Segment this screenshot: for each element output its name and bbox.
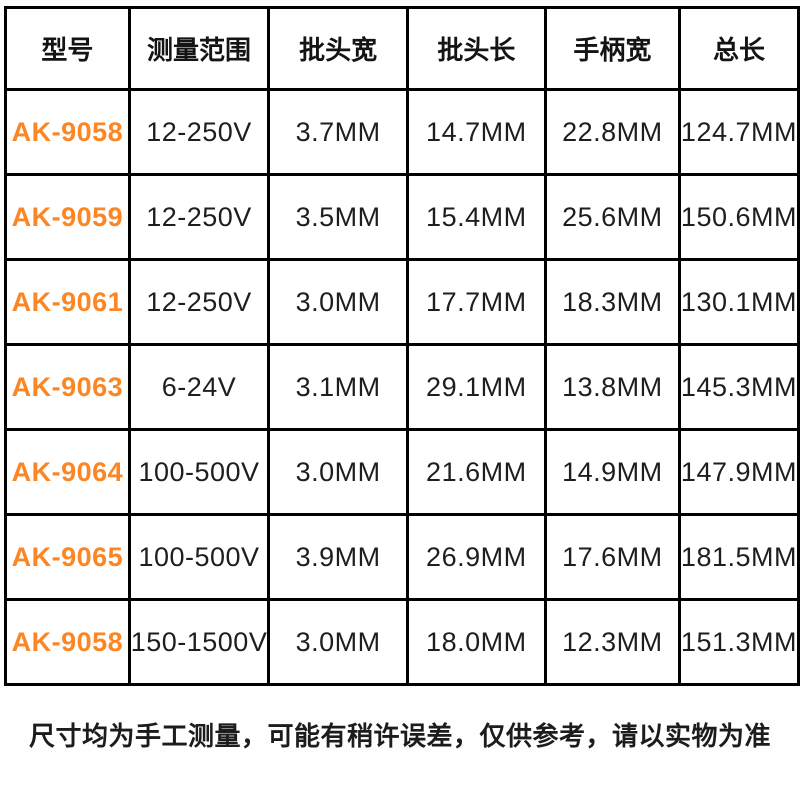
cell-bit-width: 3.9MM	[267, 513, 409, 601]
table-row: AK-9063 6-24V 3.1MM 29.1MM 13.8MM 145.3M…	[4, 343, 800, 431]
cell-total-length: 151.3MM	[677, 598, 800, 686]
cell-bit-width: 3.0MM	[267, 428, 409, 516]
cell-model: AK-9064	[4, 428, 131, 516]
cell-bit-width: 3.0MM	[267, 598, 409, 686]
cell-total-length: 147.9MM	[677, 428, 800, 516]
table-row: AK-9058 150-1500V 3.0MM 18.0MM 12.3MM 15…	[4, 598, 800, 686]
cell-total-length: 130.1MM	[677, 258, 800, 346]
cell-range: 12-250V	[127, 88, 271, 176]
cell-total-length: 145.3MM	[677, 343, 800, 431]
cell-total-length: 150.6MM	[677, 173, 800, 261]
cell-range: 12-250V	[127, 258, 271, 346]
table-row: AK-9065 100-500V 3.9MM 26.9MM 17.6MM 181…	[4, 513, 800, 601]
table-header-row: 型号 测量范围 批头宽 批头长 手柄宽 总长	[4, 6, 800, 91]
cell-handle-width: 17.6MM	[543, 513, 681, 601]
header-bit-width: 批头宽	[267, 6, 409, 91]
measurement-disclaimer: 尺寸均为手工测量，可能有稍许误差，仅供参考，请以实物为准	[28, 721, 771, 751]
cell-model: AK-9065	[4, 513, 131, 601]
cell-range: 100-500V	[127, 428, 271, 516]
cell-bit-width: 3.1MM	[267, 343, 409, 431]
cell-handle-width: 12.3MM	[543, 598, 681, 686]
cell-bit-width: 3.7MM	[267, 88, 409, 176]
cell-bit-length: 26.9MM	[405, 513, 547, 601]
header-model: 型号	[4, 6, 131, 91]
cell-bit-width: 3.5MM	[267, 173, 409, 261]
cell-handle-width: 13.8MM	[543, 343, 681, 431]
table-row: AK-9059 12-250V 3.5MM 15.4MM 25.6MM 150.…	[4, 173, 800, 261]
header-measure-range: 测量范围	[127, 6, 271, 91]
cell-bit-length: 15.4MM	[405, 173, 547, 261]
cell-bit-length: 17.7MM	[405, 258, 547, 346]
cell-model: AK-9058	[4, 88, 131, 176]
cell-model: AK-9061	[4, 258, 131, 346]
cell-handle-width: 18.3MM	[543, 258, 681, 346]
cell-range: 100-500V	[127, 513, 271, 601]
cell-range: 12-250V	[127, 173, 271, 261]
cell-model: AK-9058	[4, 598, 131, 686]
table-row: AK-9064 100-500V 3.0MM 21.6MM 14.9MM 147…	[4, 428, 800, 516]
cell-bit-length: 29.1MM	[405, 343, 547, 431]
cell-bit-length: 14.7MM	[405, 88, 547, 176]
cell-handle-width: 22.8MM	[543, 88, 681, 176]
header-total-length: 总长	[677, 6, 800, 91]
header-bit-length: 批头长	[405, 6, 547, 91]
table-row: AK-9061 12-250V 3.0MM 17.7MM 18.3MM 130.…	[4, 258, 800, 346]
cell-handle-width: 25.6MM	[543, 173, 681, 261]
cell-range: 6-24V	[127, 343, 271, 431]
cell-total-length: 181.5MM	[677, 513, 800, 601]
cell-bit-width: 3.0MM	[267, 258, 409, 346]
cell-range: 150-1500V	[127, 598, 271, 686]
table-row: AK-9058 12-250V 3.7MM 14.7MM 22.8MM 124.…	[4, 88, 800, 176]
cell-bit-length: 18.0MM	[405, 598, 547, 686]
cell-model: AK-9059	[4, 173, 131, 261]
header-handle-width: 手柄宽	[543, 6, 681, 91]
cell-handle-width: 14.9MM	[543, 428, 681, 516]
spec-table: 型号 测量范围 批头宽 批头长 手柄宽 总长 AK-9058 12-250V 3…	[4, 6, 800, 686]
cell-model: AK-9063	[4, 343, 131, 431]
cell-bit-length: 21.6MM	[405, 428, 547, 516]
cell-total-length: 124.7MM	[677, 88, 800, 176]
